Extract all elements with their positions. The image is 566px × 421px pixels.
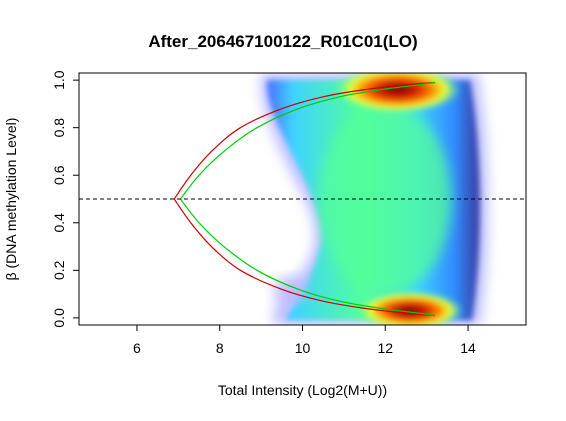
plot-area (79, 73, 526, 325)
curve-layer (173, 81, 436, 317)
x-axis-label: Total Intensity (Log2(M+U)) (218, 382, 387, 398)
y-tick-label: 1.0 (51, 70, 67, 90)
curve-0-upper (173, 81, 435, 200)
curve-1-upper (179, 81, 436, 200)
y-tick-label: 0.0 (51, 308, 67, 328)
y-tick-label: 0.4 (51, 213, 67, 233)
density-core (319, 103, 452, 295)
x-tick-label: 12 (377, 340, 393, 356)
x-tick-label: 8 (216, 340, 224, 356)
curve-1-lower (179, 198, 436, 317)
x-tick-label: 14 (460, 340, 476, 356)
y-axis-label: β (DNA methylation Level) (3, 118, 19, 281)
y-tick-label: 0.6 (51, 165, 67, 185)
x-tick-label: 10 (295, 340, 311, 356)
y-tick-label: 0.2 (51, 260, 67, 280)
density-lobe-lower-left (272, 275, 309, 304)
y-axis: 0.0 0.2 0.4 0.6 0.8 1.0 (51, 70, 79, 328)
chart-title: After_206467100122_R01C01(LO) (148, 32, 417, 51)
y-tick-label: 0.8 (51, 118, 67, 138)
density-layer (260, 73, 489, 325)
x-axis: 6 8 10 12 14 (133, 324, 476, 356)
curve-0-lower (173, 198, 435, 317)
density-hotspot-lower (356, 290, 464, 325)
x-tick-label: 6 (133, 340, 141, 356)
